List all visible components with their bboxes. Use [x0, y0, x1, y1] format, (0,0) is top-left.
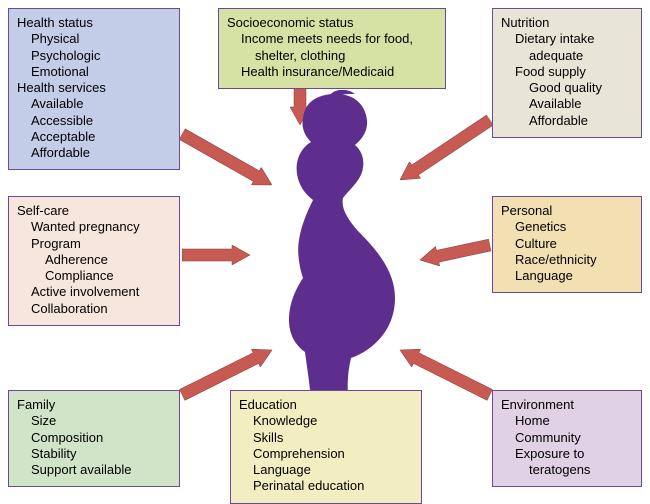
- box-health-line: Psychologic: [17, 48, 171, 64]
- box-personal-line: Culture: [501, 236, 633, 252]
- box-nutrition-line: Dietary intake: [501, 31, 633, 47]
- box-education-line: Language: [239, 462, 413, 478]
- box-health-line: Emotional: [17, 64, 171, 80]
- box-environment: EnvironmentHomeCommunityExposure toterat…: [492, 390, 642, 487]
- box-selfcare-line: Self-care: [17, 203, 171, 219]
- box-health: Health statusPhysicalPsychologicEmotiona…: [8, 8, 180, 170]
- box-family-line: Size: [17, 413, 171, 429]
- box-socioeconomic-line: Income meets needs for food,: [227, 31, 437, 47]
- box-personal-line: Language: [501, 268, 633, 284]
- box-family-line: Stability: [17, 446, 171, 462]
- box-health-line: Health services: [17, 80, 171, 96]
- box-nutrition-line: adequate: [501, 48, 633, 64]
- box-selfcare-line: Compliance: [17, 268, 171, 284]
- box-socioeconomic-line: shelter, clothing: [227, 48, 437, 64]
- pregnant-silhouette: [255, 90, 415, 405]
- box-education-line: Perinatal education: [239, 478, 413, 494]
- box-selfcare-line: Program: [17, 236, 171, 252]
- box-nutrition-line: Affordable: [501, 113, 633, 129]
- box-environment-line: teratogens: [501, 462, 633, 478]
- box-family-line: Family: [17, 397, 171, 413]
- box-nutrition: NutritionDietary intakeadequateFood supp…: [492, 8, 642, 138]
- box-selfcare-line: Adherence: [17, 252, 171, 268]
- box-health-line: Physical: [17, 31, 171, 47]
- box-selfcare-line: Wanted pregnancy: [17, 219, 171, 235]
- box-health-line: Acceptable: [17, 129, 171, 145]
- box-socioeconomic-line: Socioeconomic status: [227, 15, 437, 31]
- box-personal-line: Personal: [501, 203, 633, 219]
- box-nutrition-line: Food supply: [501, 64, 633, 80]
- box-environment-line: Exposure to: [501, 446, 633, 462]
- box-environment-line: Environment: [501, 397, 633, 413]
- arr-personal: [418, 235, 492, 270]
- box-selfcare-line: Active involvement: [17, 284, 171, 300]
- box-education-line: Education: [239, 397, 413, 413]
- box-health-line: Available: [17, 96, 171, 112]
- box-education: EducationKnowledgeSkillsComprehensionLan…: [230, 390, 422, 504]
- box-health-line: Accessible: [17, 113, 171, 129]
- box-environment-line: Home: [501, 413, 633, 429]
- box-health-line: Affordable: [17, 145, 171, 161]
- box-selfcare-line: Collaboration: [17, 301, 171, 317]
- box-socioeconomic: Socioeconomic statusIncome meets needs f…: [218, 8, 446, 89]
- box-education-line: Knowledge: [239, 413, 413, 429]
- box-education-line: Comprehension: [239, 446, 413, 462]
- box-education-line: Skills: [239, 430, 413, 446]
- box-nutrition-line: Available: [501, 96, 633, 112]
- box-nutrition-line: Nutrition: [501, 15, 633, 31]
- box-nutrition-line: Good quality: [501, 80, 633, 96]
- box-health-line: Health status: [17, 15, 171, 31]
- box-family: FamilySizeCompositionStabilitySupport av…: [8, 390, 180, 487]
- box-socioeconomic-line: Health insurance/Medicaid: [227, 64, 437, 80]
- box-family-line: Composition: [17, 430, 171, 446]
- arr-selfcare: [182, 245, 250, 265]
- box-selfcare: Self-careWanted pregnancyProgramAdherenc…: [8, 196, 180, 326]
- box-environment-line: Community: [501, 430, 633, 446]
- box-personal-line: Genetics: [501, 219, 633, 235]
- box-personal: PersonalGeneticsCultureRace/ethnicityLan…: [492, 196, 642, 293]
- box-personal-line: Race/ethnicity: [501, 252, 633, 268]
- box-family-line: Support available: [17, 462, 171, 478]
